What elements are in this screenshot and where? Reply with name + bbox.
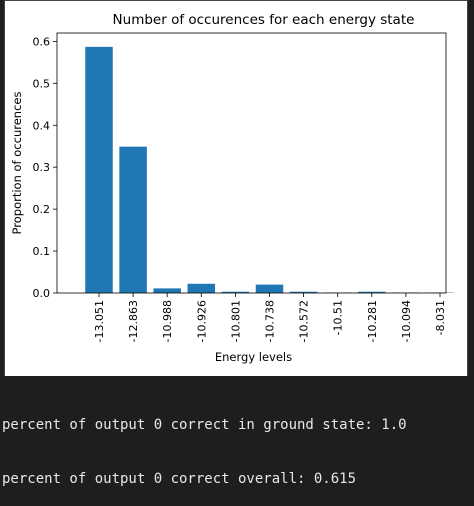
- bar: [256, 285, 284, 293]
- y-tick-label: 0.0: [33, 287, 51, 300]
- y-tick-label: 0.4: [33, 119, 51, 132]
- x-axis-label: Energy levels: [215, 350, 292, 364]
- chart-title: Number of occurences for each energy sta…: [113, 12, 415, 28]
- y-axis-label: Proportion of occurences: [10, 92, 24, 235]
- x-tick-label: -8.031: [434, 300, 447, 335]
- bar: [153, 288, 181, 293]
- x-tick-label: -10.094: [400, 300, 413, 342]
- x-tick-label: -12.863: [127, 300, 140, 342]
- bar: [188, 284, 216, 293]
- x-tick-label: -10.926: [195, 300, 208, 342]
- x-tick-label: -10.51: [332, 300, 345, 335]
- x-tick-label: -10.572: [298, 300, 311, 342]
- x-tick-label: -10.988: [161, 300, 174, 342]
- x-tick-label: -10.281: [366, 300, 379, 342]
- y-tick-label: 0.3: [33, 161, 51, 174]
- plot-panel: 0.0 0.1 0.2 0.3 0.4 0.5 0.6 -13.051 -12.863 -10.9…: [4, 0, 468, 378]
- x-tick-label: -13.051: [93, 300, 106, 342]
- y-tick-label: 0.1: [33, 245, 51, 258]
- y-tick-label: 0.6: [33, 35, 51, 48]
- bar: [119, 147, 147, 293]
- bar-chart: 0.0 0.1 0.2 0.3 0.4 0.5 0.6 -13.051 -12.863 -10.9…: [5, 1, 467, 377]
- y-tick-label: 0.5: [33, 77, 51, 90]
- y-tick-label: 0.2: [33, 203, 51, 216]
- bar: [85, 47, 113, 293]
- console-output: percent of output 0 correct in ground st…: [0, 376, 474, 421]
- console-line-ground-state: percent of output 0 correct in ground st…: [2, 416, 474, 434]
- console-line-overall: percent of output 0 correct overall: 0.6…: [2, 470, 474, 488]
- plot-frame: [57, 33, 446, 293]
- x-tick-label: -10.801: [229, 300, 242, 342]
- x-tick-label: -10.738: [264, 300, 277, 342]
